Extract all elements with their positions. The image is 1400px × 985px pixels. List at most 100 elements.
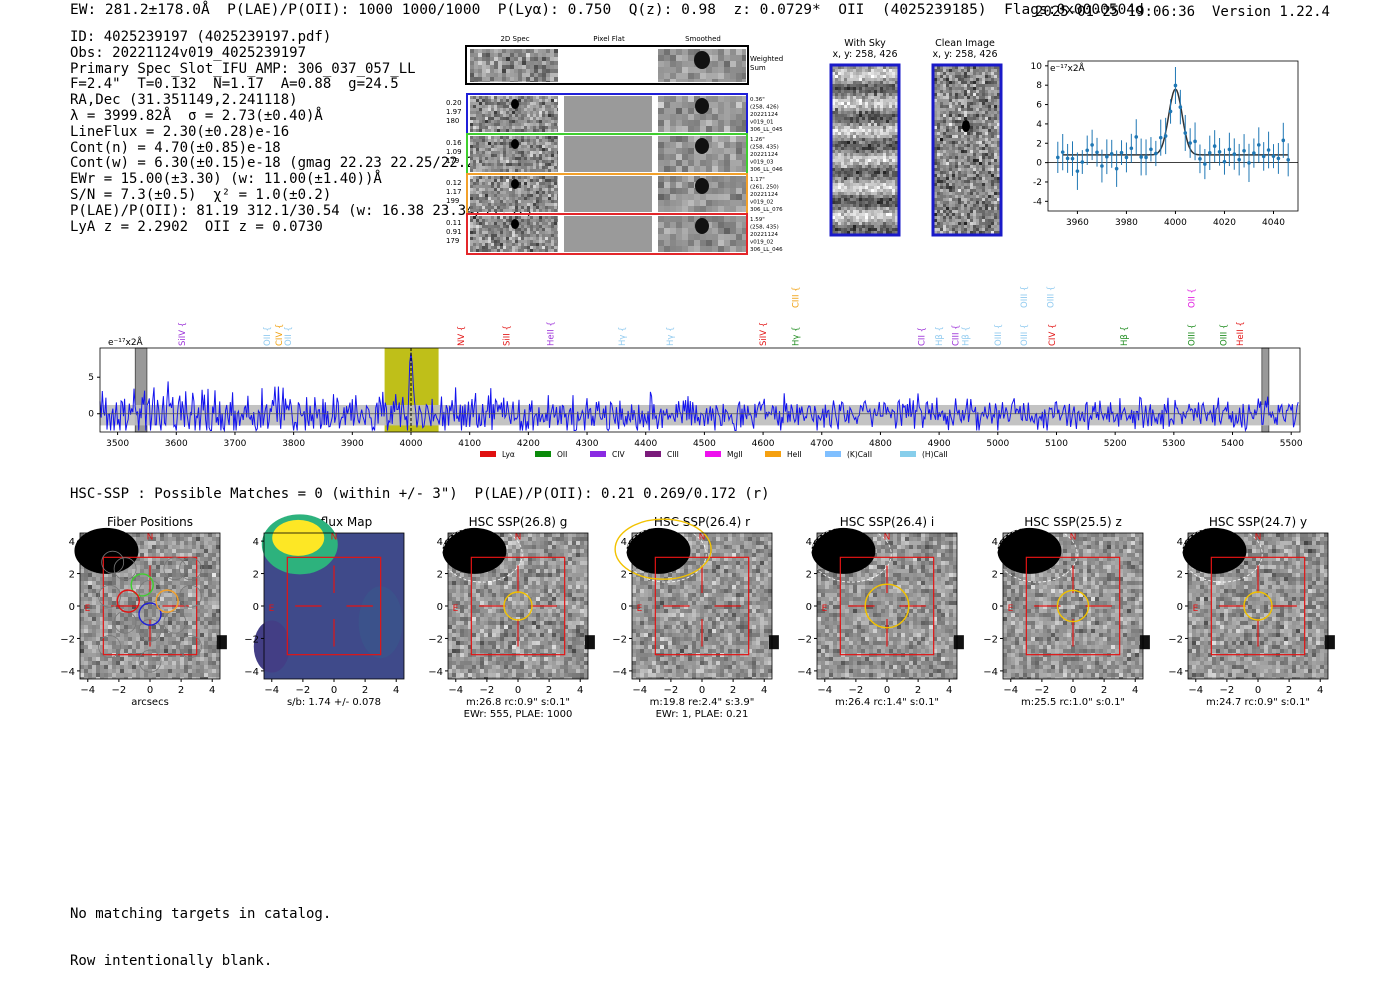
pixel [706, 234, 712, 240]
pixel [838, 105, 841, 108]
pixel [952, 96, 955, 99]
pixel [847, 69, 850, 72]
pixel [512, 136, 515, 139]
pixel [883, 126, 886, 129]
pixel [526, 69, 530, 73]
pixel [530, 206, 533, 209]
pixel [850, 75, 853, 78]
pixel [865, 222, 868, 225]
pixel [515, 234, 518, 237]
pixel [937, 105, 940, 108]
pixel [557, 182, 558, 185]
pixel [949, 156, 952, 159]
pixel [533, 222, 536, 225]
pixel [724, 67, 730, 73]
pixel [712, 61, 718, 67]
line-id-label: Hβ { [962, 326, 972, 346]
pixel [973, 204, 976, 207]
pixel [946, 192, 949, 195]
pixel [943, 228, 946, 231]
pixel [491, 191, 494, 194]
pixel [991, 78, 994, 81]
pixel [730, 120, 736, 126]
pixel [482, 222, 485, 225]
pixel [868, 189, 871, 192]
pixel [208, 533, 212, 537]
pixel [892, 171, 895, 174]
pixel [850, 129, 853, 132]
pixel [742, 216, 746, 222]
pixel [700, 160, 706, 166]
pixel [536, 219, 539, 222]
pixel [856, 123, 859, 126]
pixel [892, 177, 895, 180]
pixel [973, 216, 976, 219]
pixel [961, 150, 964, 153]
pixel [838, 126, 841, 129]
pixel [883, 102, 886, 105]
pixel [545, 160, 548, 163]
pixel [874, 75, 877, 78]
pixel [527, 108, 530, 111]
pixel [497, 136, 500, 139]
pixel [500, 188, 503, 191]
line-id-label: NV { [457, 326, 467, 346]
pixel [503, 194, 506, 197]
pixel [847, 219, 850, 222]
pixel [539, 191, 542, 194]
pixel [682, 120, 688, 126]
pixel [862, 120, 865, 123]
pixel [497, 200, 500, 203]
pixel [841, 156, 844, 159]
pixel [548, 151, 551, 154]
pixel [949, 102, 952, 105]
pixel [470, 53, 474, 57]
pixel [670, 136, 676, 142]
pixel [985, 111, 988, 114]
pixel [868, 84, 871, 87]
pixel [856, 201, 859, 204]
pixel [970, 96, 973, 99]
pixel [479, 246, 482, 249]
pixel [478, 57, 482, 61]
row-2d-source [511, 179, 519, 189]
pixel [892, 165, 895, 168]
pixel [527, 203, 530, 206]
pixel [880, 210, 883, 213]
pixel [991, 75, 994, 78]
version: Version 1.22.4 [1212, 4, 1330, 20]
pixel [964, 177, 967, 180]
pixel [892, 147, 895, 150]
pixel [988, 198, 991, 201]
pixel [676, 73, 682, 79]
pixel [841, 228, 844, 231]
pixel [874, 69, 877, 72]
pixel [494, 231, 497, 234]
pixel [961, 195, 964, 198]
pixel [497, 182, 500, 185]
pixel [937, 75, 940, 78]
pixel [844, 213, 847, 216]
pixel [533, 188, 536, 191]
pixel [886, 159, 889, 162]
pixel [964, 174, 967, 177]
pixel [871, 189, 874, 192]
row-smoothed-source [695, 178, 709, 194]
pixel [526, 81, 530, 82]
pixel [868, 180, 871, 183]
pixel [889, 75, 892, 78]
pixel [538, 53, 542, 57]
pixel [545, 228, 548, 231]
pixel [973, 153, 976, 156]
pixel [862, 99, 865, 102]
pixel [485, 231, 488, 234]
pixel [706, 194, 712, 200]
pixel [964, 111, 967, 114]
pixel [952, 78, 955, 81]
pixel [658, 55, 664, 61]
pixel [694, 73, 700, 79]
line-id-label: Hγ { [791, 326, 801, 346]
pixel [491, 120, 494, 123]
pixel [940, 195, 943, 198]
pixel [530, 203, 533, 206]
